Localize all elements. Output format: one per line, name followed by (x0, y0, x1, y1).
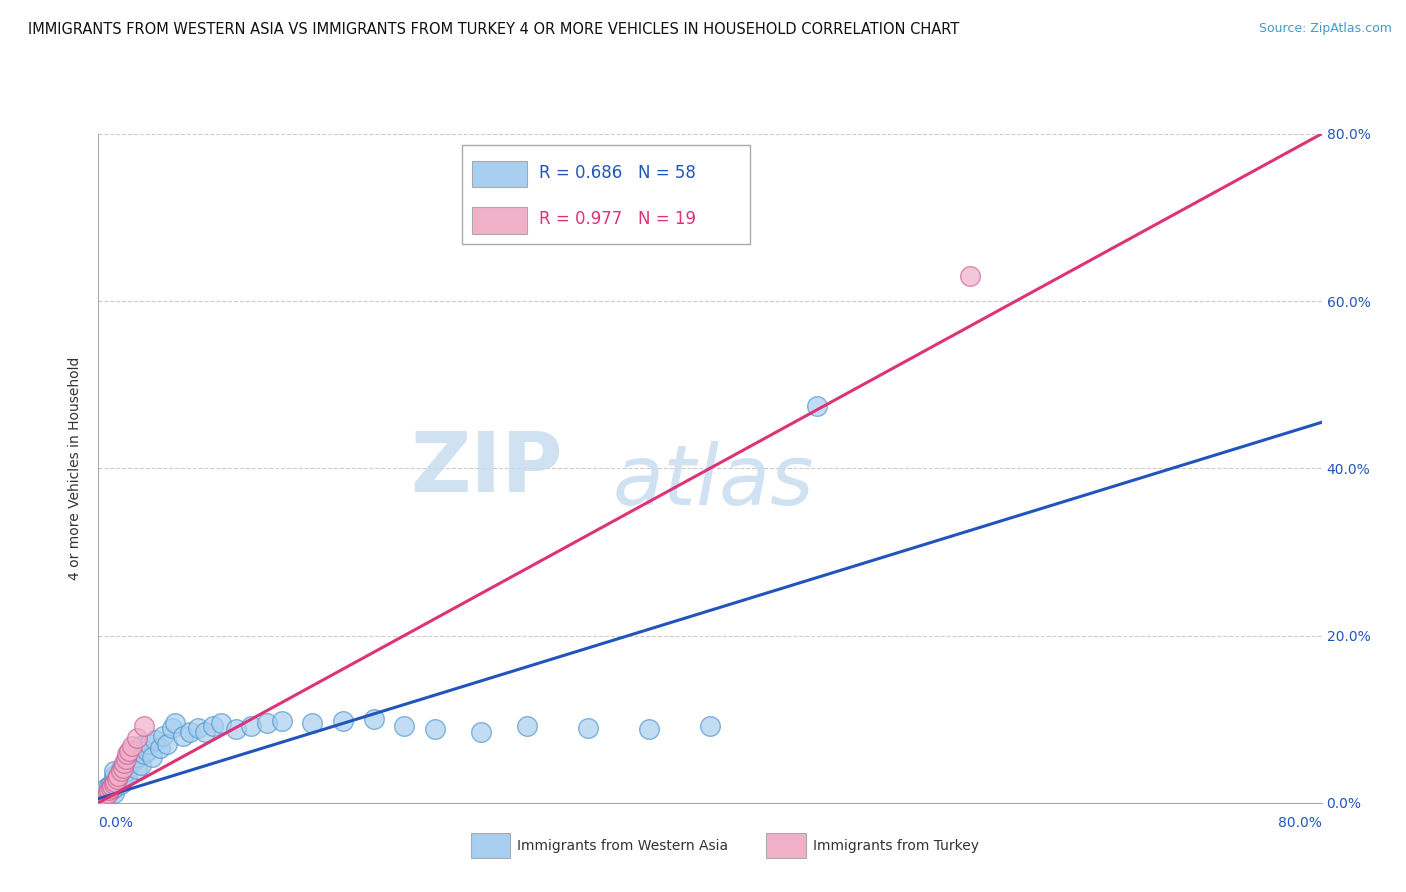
Point (110, 762, 132, 776)
Point (363, 712, 385, 726)
Point (110, 777, 132, 791)
Point (128, 739, 150, 753)
Point (470, 724, 492, 739)
Point (117, 769, 139, 783)
Text: 80.0%: 80.0% (1278, 816, 1322, 830)
Point (103, 777, 125, 791)
Point (97, 786, 120, 800)
Point (160, 721, 183, 735)
Point (121, 739, 143, 753)
Text: R = 0.977   N = 19: R = 0.977 N = 19 (538, 211, 696, 228)
Point (118, 744, 141, 758)
Point (103, 777, 125, 791)
Point (179, 724, 201, 739)
Point (172, 729, 194, 743)
Point (576, 721, 599, 735)
Point (187, 721, 209, 735)
Point (112, 756, 135, 770)
Point (108, 766, 131, 780)
Point (104, 775, 127, 789)
Point (101, 779, 124, 793)
Point (301, 716, 323, 731)
Point (103, 786, 125, 800)
Text: Immigrants from Turkey: Immigrants from Turkey (813, 838, 979, 853)
Point (138, 737, 160, 751)
Point (125, 731, 148, 745)
Point (103, 769, 125, 783)
Point (134, 719, 156, 733)
Text: atlas: atlas (612, 442, 814, 522)
Point (103, 772, 125, 787)
Point (111, 772, 134, 787)
Point (117, 747, 139, 762)
Point (103, 780, 125, 795)
Point (101, 783, 124, 797)
Point (136, 744, 159, 758)
Point (637, 723, 661, 737)
Text: ZIP: ZIP (411, 428, 564, 508)
Point (107, 769, 129, 783)
Point (392, 719, 416, 733)
Point (256, 716, 278, 731)
Point (121, 756, 143, 770)
Point (332, 714, 354, 728)
Text: 0.0%: 0.0% (98, 816, 134, 830)
Point (125, 762, 148, 776)
Text: IMMIGRANTS FROM WESTERN ASIA VS IMMIGRANTS FROM TURKEY 4 OR MORE VEHICLES IN HOU: IMMIGRANTS FROM WESTERN ASIA VS IMMIGRAN… (28, 22, 959, 37)
Point (423, 723, 446, 737)
Point (110, 764, 132, 778)
Point (163, 716, 186, 731)
Point (98, 783, 121, 797)
Point (115, 752, 138, 766)
Point (100, 777, 122, 791)
Point (118, 746, 141, 760)
Point (98, 779, 121, 793)
Point (112, 758, 135, 772)
Point (152, 729, 174, 743)
FancyBboxPatch shape (471, 161, 526, 187)
Point (240, 719, 263, 733)
Point (141, 749, 163, 764)
Point (105, 772, 128, 787)
Point (516, 719, 538, 733)
Point (94, 780, 117, 795)
Point (209, 716, 232, 731)
Point (156, 737, 179, 751)
Point (118, 749, 141, 764)
Point (94, 789, 117, 803)
Point (122, 752, 145, 766)
Point (225, 723, 247, 737)
Point (129, 758, 152, 772)
Text: R = 0.686   N = 58: R = 0.686 N = 58 (538, 163, 696, 182)
Point (959, 268, 981, 283)
Text: Source: ZipAtlas.com: Source: ZipAtlas.com (1258, 22, 1392, 36)
Point (202, 719, 225, 733)
Point (105, 775, 128, 789)
Point (270, 714, 292, 728)
Point (806, 399, 828, 413)
Point (107, 771, 129, 785)
Point (149, 741, 172, 756)
Point (103, 764, 125, 778)
Point (143, 733, 166, 747)
Point (111, 761, 134, 775)
Point (127, 749, 149, 764)
Point (194, 724, 217, 739)
Y-axis label: 4 or more Vehicles in Household: 4 or more Vehicles in Household (69, 357, 83, 580)
FancyBboxPatch shape (461, 145, 751, 244)
Point (115, 764, 138, 778)
Point (699, 719, 721, 733)
FancyBboxPatch shape (471, 208, 526, 235)
Point (134, 747, 156, 762)
Point (100, 780, 122, 795)
Text: Immigrants from Western Asia: Immigrants from Western Asia (517, 838, 728, 853)
